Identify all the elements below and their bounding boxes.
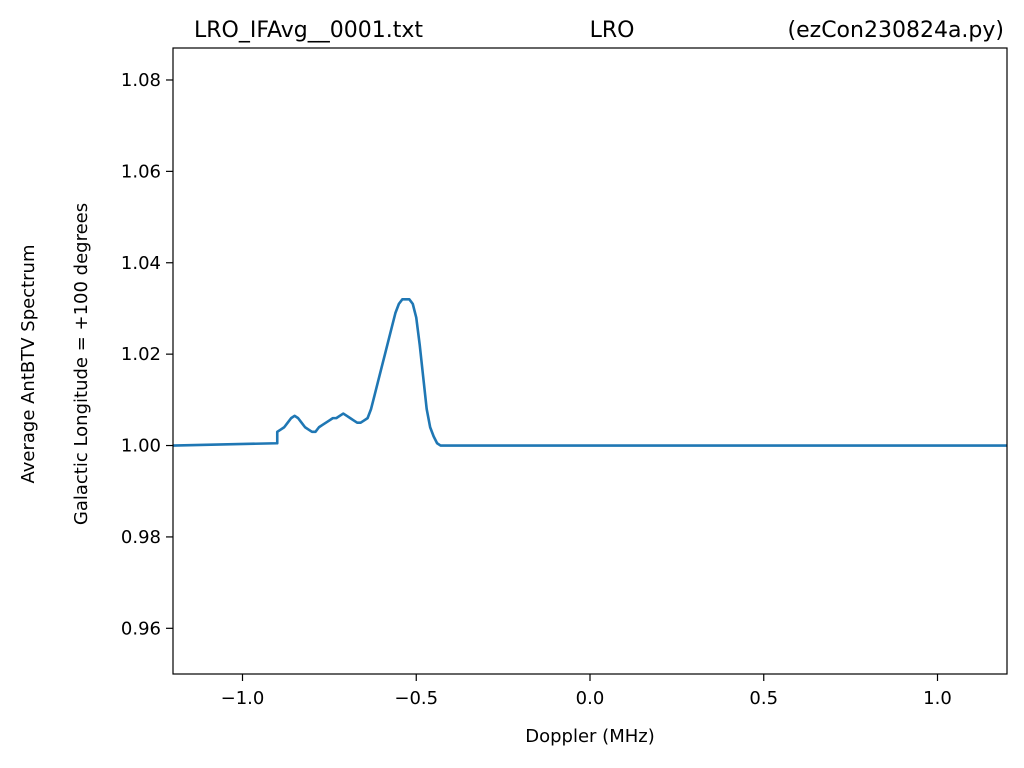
x-tick-label: −1.0 bbox=[221, 688, 265, 709]
series-layer bbox=[173, 298, 1007, 447]
x-tick-label: 1.0 bbox=[923, 688, 952, 709]
y-axis-label-line1: Average AntBTV Spectrum bbox=[18, 244, 39, 483]
y-tick-label: 1.08 bbox=[121, 70, 161, 91]
y-tick-label: 1.04 bbox=[121, 253, 161, 274]
title-center: LRO bbox=[590, 18, 635, 43]
y-tick-label: 1.02 bbox=[121, 344, 161, 365]
title-left: LRO_IFAvg__0001.txt bbox=[194, 18, 423, 43]
x-tick-label: 0.0 bbox=[576, 688, 605, 709]
y-tick-label: 1.00 bbox=[121, 436, 161, 457]
y-axis: 0.96 0.98 1.00 1.02 1.04 1.06 1.08 bbox=[121, 70, 173, 639]
y-tick-label: 1.06 bbox=[121, 161, 161, 182]
x-axis: −1.0 −0.5 0.0 0.5 1.0 bbox=[221, 674, 952, 709]
x-axis-label: Doppler (MHz) bbox=[525, 726, 654, 747]
title-right: (ezCon230824a.py) bbox=[788, 18, 1004, 43]
y-axis-label-line2: Galactic Longitude = +100 degrees bbox=[71, 203, 92, 525]
x-tick-label: 0.5 bbox=[749, 688, 778, 709]
series-line-0 bbox=[173, 298, 1007, 447]
x-tick-label: −0.5 bbox=[394, 688, 438, 709]
y-tick-label: 0.98 bbox=[121, 527, 161, 548]
y-tick-label: 0.96 bbox=[121, 618, 161, 639]
